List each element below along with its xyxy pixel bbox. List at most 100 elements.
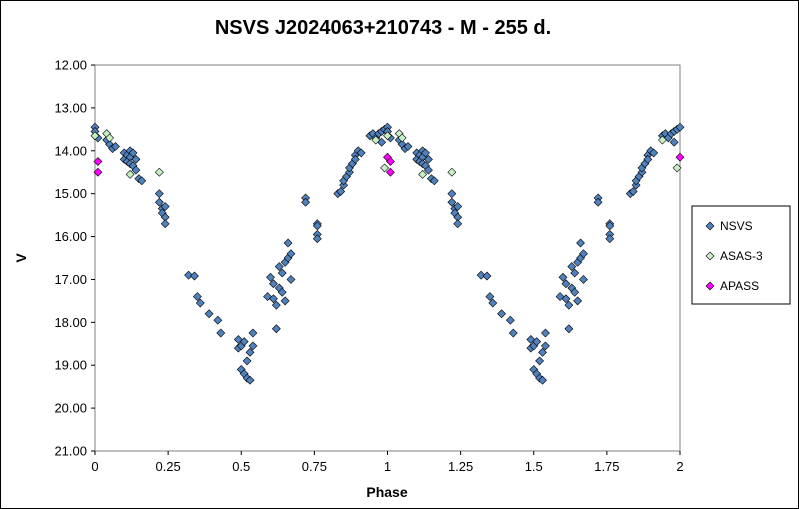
nsvs-point bbox=[567, 262, 577, 272]
x-tick-label: 1.75 bbox=[594, 459, 619, 474]
nsvs-point bbox=[505, 315, 515, 325]
nsvs-point bbox=[154, 197, 164, 207]
nsvs-point bbox=[192, 292, 202, 302]
nsvs-point bbox=[643, 154, 653, 164]
nsvs-point bbox=[541, 328, 550, 338]
nsvs-point bbox=[283, 238, 293, 248]
nsvs-point bbox=[190, 271, 199, 281]
data-points bbox=[90, 122, 685, 385]
nsvs-point bbox=[248, 328, 258, 338]
nsvs-point bbox=[245, 375, 255, 385]
nsvs-point bbox=[579, 275, 588, 284]
nsvs-point bbox=[160, 219, 170, 229]
nsvs-point bbox=[248, 341, 258, 351]
asas-3-point bbox=[447, 167, 457, 177]
nsvs-point bbox=[269, 279, 278, 289]
x-axis-title: Phase bbox=[366, 484, 407, 500]
nsvs-point bbox=[564, 300, 574, 310]
nsvs-point bbox=[128, 148, 138, 158]
nsvs-point bbox=[195, 298, 205, 308]
nsvs-point bbox=[239, 337, 249, 347]
nsvs-point bbox=[558, 272, 568, 282]
asas-3-point bbox=[418, 169, 428, 179]
nsvs-point bbox=[111, 142, 120, 151]
legend-label-apass: APASS bbox=[720, 279, 759, 293]
nsvs-point bbox=[429, 176, 439, 186]
y-tick-label: 14.00 bbox=[54, 143, 87, 158]
legend-marker-asas-3 bbox=[705, 251, 715, 261]
x-tick-label: 1.5 bbox=[525, 459, 543, 474]
apass-point bbox=[675, 152, 685, 162]
nsvs-point bbox=[350, 154, 360, 164]
nsvs-point bbox=[312, 234, 322, 244]
nsvs-point bbox=[576, 238, 585, 248]
x-axis: 0 0.25 0.5 0.75 1 1.25 1.5 1.75 2 bbox=[91, 451, 684, 474]
apass-point bbox=[93, 167, 103, 177]
asas-3-point bbox=[672, 163, 682, 173]
nsvs-point bbox=[403, 142, 413, 151]
nsvs-point bbox=[336, 187, 346, 196]
nsvs-point bbox=[421, 148, 430, 158]
nsvs-point bbox=[424, 165, 433, 175]
y-tick-label: 19.00 bbox=[54, 358, 87, 373]
y-tick-label: 18.00 bbox=[54, 315, 87, 330]
nsvs-point bbox=[213, 315, 223, 325]
y-tick-label: 16.00 bbox=[54, 229, 87, 244]
nsvs-point bbox=[131, 165, 141, 175]
nsvs-point bbox=[131, 154, 141, 164]
apass-point bbox=[386, 157, 395, 166]
apass-point bbox=[93, 157, 103, 166]
nsvs-point bbox=[482, 271, 492, 281]
y-axis-title: V bbox=[13, 253, 29, 263]
nsvs-point bbox=[605, 221, 615, 231]
nsvs-point bbox=[570, 268, 580, 278]
asas-3-point bbox=[380, 163, 389, 173]
nsvs-point bbox=[573, 296, 583, 306]
x-tick-label: 2 bbox=[676, 459, 683, 474]
nsvs-point bbox=[669, 137, 679, 147]
nsvs-point bbox=[532, 337, 542, 347]
nsvs-point bbox=[242, 356, 252, 366]
asas-3-point bbox=[658, 135, 667, 145]
x-tick-label: 0.5 bbox=[232, 459, 250, 474]
y-axis: 12.00 13.00 14.00 15.00 16.00 17.00 18.00 19.00… bbox=[54, 58, 95, 459]
nsvs-point bbox=[277, 268, 287, 278]
nsvs-point bbox=[356, 148, 366, 158]
nsvs-point bbox=[447, 197, 457, 207]
nsvs-point bbox=[271, 300, 281, 310]
nsvs-point bbox=[561, 294, 571, 304]
y-tick-label: 20.00 bbox=[54, 401, 87, 416]
nsvs-point bbox=[137, 176, 147, 186]
nsvs-point bbox=[286, 249, 296, 259]
nsvs-point bbox=[280, 296, 290, 306]
nsvs-point bbox=[541, 341, 550, 351]
nsvs-point bbox=[160, 202, 170, 211]
nsvs-point bbox=[605, 234, 615, 244]
y-tick-label: 15.00 bbox=[54, 186, 87, 201]
nsvs-point bbox=[561, 279, 571, 289]
nsvs-point bbox=[204, 309, 214, 319]
nsvs-point bbox=[675, 122, 685, 132]
nsvs-point bbox=[245, 347, 255, 357]
nsvs-point bbox=[447, 189, 457, 199]
nsvs-point bbox=[593, 197, 603, 207]
nsvs-point bbox=[301, 197, 311, 207]
nsvs-point bbox=[453, 219, 463, 229]
asas-3-point bbox=[125, 169, 135, 179]
asas-3-point bbox=[383, 131, 392, 141]
y-tick-label: 17.00 bbox=[54, 272, 87, 287]
nsvs-point bbox=[266, 272, 275, 282]
nsvs-point bbox=[476, 270, 486, 280]
asas-3-point bbox=[371, 135, 381, 145]
nsvs-point bbox=[564, 324, 574, 334]
nsvs-point bbox=[271, 324, 281, 334]
nsvs-point bbox=[570, 287, 580, 297]
x-tick-label: 0 bbox=[91, 459, 98, 474]
nsvs-point bbox=[579, 249, 588, 259]
nsvs-point bbox=[269, 294, 278, 304]
nsvs-point bbox=[453, 202, 463, 211]
y-tick-label: 13.00 bbox=[54, 100, 87, 115]
nsvs-point bbox=[154, 189, 164, 199]
x-tick-label: 1.25 bbox=[448, 459, 473, 474]
